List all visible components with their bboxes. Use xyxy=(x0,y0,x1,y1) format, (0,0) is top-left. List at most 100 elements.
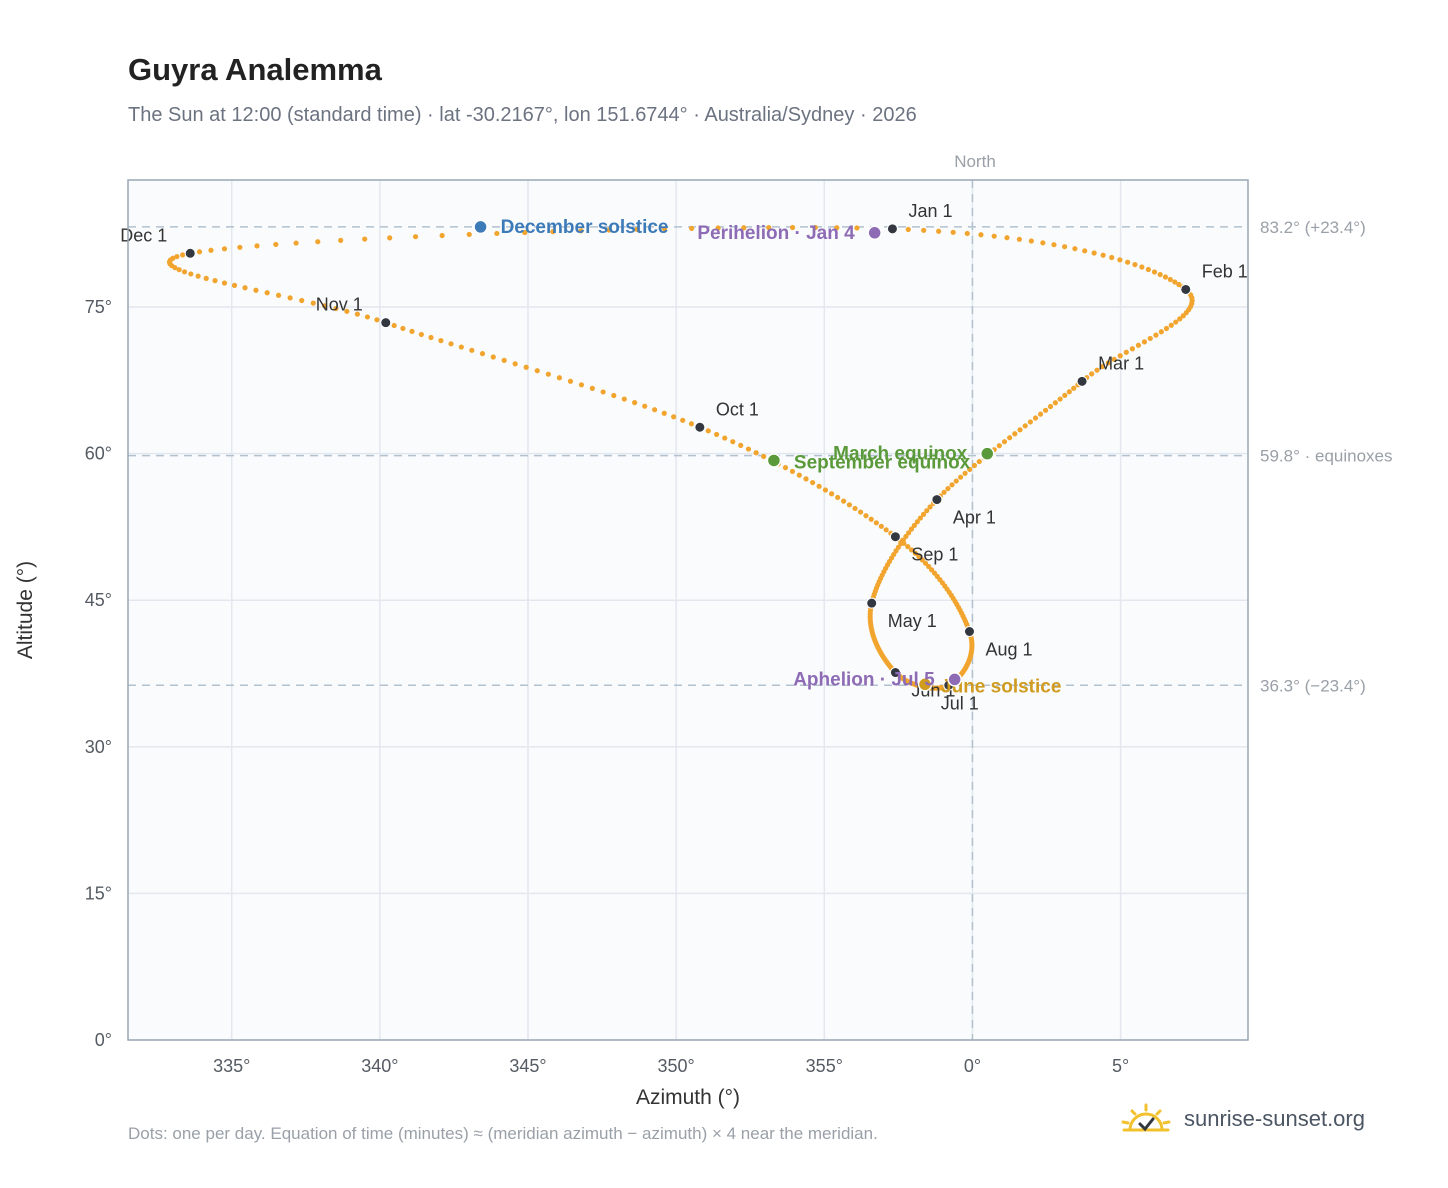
daily-sun-dot xyxy=(962,470,968,476)
x-tick-label: 350° xyxy=(658,1056,695,1076)
daily-sun-dot xyxy=(917,515,923,521)
month-marker xyxy=(694,421,706,433)
daily-sun-dot xyxy=(924,508,930,514)
daily-sun-dot xyxy=(338,237,344,243)
axes: 335° 340° 345° 350° 355° 0° 5° 0° 15° 30° 45° 60° 75… xyxy=(85,297,1129,1076)
daily-sun-dot xyxy=(1099,363,1106,370)
daily-sun-dot xyxy=(1162,274,1169,280)
daily-sun-dot xyxy=(556,375,563,381)
daily-sun-dot xyxy=(428,334,434,341)
daily-sun-dot xyxy=(203,275,209,281)
daily-sun-dot xyxy=(523,364,529,370)
daily-sun-dot xyxy=(174,253,180,260)
event-label: September equinox xyxy=(794,452,971,473)
daily-sun-dot xyxy=(333,305,339,312)
month-marker xyxy=(1076,375,1088,387)
daily-sun-dot xyxy=(661,226,668,232)
daily-sun-dot xyxy=(883,527,889,533)
daily-sun-dot xyxy=(908,547,915,553)
daily-sun-dot xyxy=(611,392,617,399)
daily-sun-dot xyxy=(293,240,299,246)
daily-sun-dot xyxy=(829,491,835,497)
month-label: Aug 1 xyxy=(985,640,1032,660)
month-marker xyxy=(886,223,898,235)
x-tick-label: 5° xyxy=(1112,1056,1129,1076)
daily-sun-dot xyxy=(688,421,695,427)
daily-sun-dot xyxy=(991,233,997,239)
daily-sun-dot xyxy=(926,563,932,570)
x-tick-label: 0° xyxy=(964,1056,981,1076)
x-axis-label: Azimuth (°) xyxy=(636,1086,740,1109)
daily-sun-dot xyxy=(903,533,909,540)
daily-sun-dot xyxy=(264,290,270,296)
daily-sun-dot xyxy=(1037,411,1044,417)
daily-sun-dot xyxy=(387,235,393,241)
daily-sun-dot xyxy=(1177,316,1183,322)
daily-sun-dot xyxy=(512,361,518,367)
brand[interactable]: sunrise-sunset.org xyxy=(1120,1102,1365,1136)
daily-sun-dot xyxy=(741,225,747,231)
month-marker xyxy=(889,667,901,679)
y-tick-label: 30° xyxy=(85,737,112,757)
daily-sun-dot xyxy=(310,300,316,306)
daily-sun-dot xyxy=(1012,431,1018,437)
daily-sun-dot xyxy=(196,249,203,255)
daily-sun-dot xyxy=(914,519,920,525)
daily-sun-dot xyxy=(1167,276,1173,283)
x-tick-label: 340° xyxy=(361,1056,398,1076)
daily-sun-dot xyxy=(822,487,829,493)
brand-text[interactable]: sunrise-sunset.org xyxy=(1184,1106,1365,1131)
daily-sun-dot xyxy=(299,297,305,304)
daily-sun-dot xyxy=(1176,281,1182,288)
daily-sun-dot xyxy=(254,243,260,249)
daily-sun-dot xyxy=(967,466,973,473)
daily-sun-dot xyxy=(1153,332,1159,338)
daily-sun-dot xyxy=(905,544,911,550)
month-marker xyxy=(931,494,943,506)
daily-sun-dot xyxy=(816,483,822,489)
daily-sun-dot xyxy=(1042,407,1049,413)
daily-sun-dot xyxy=(374,317,380,323)
y-tick-label: 60° xyxy=(85,444,112,464)
daily-sun-dot xyxy=(458,344,464,350)
daily-sun-dot xyxy=(1109,254,1115,261)
daily-sun-dot xyxy=(1062,244,1068,250)
daily-sun-dot xyxy=(873,520,879,526)
daily-sun-dot xyxy=(834,225,840,231)
daily-sun-dot xyxy=(761,453,767,460)
daily-sun-dot xyxy=(1132,261,1138,268)
daily-sun-dot xyxy=(1163,325,1170,332)
month-marker xyxy=(963,626,975,637)
daily-sun-dot xyxy=(275,292,282,298)
daily-sun-dot xyxy=(438,338,444,344)
daily-sun-dot xyxy=(1071,385,1077,391)
daily-sun-dot xyxy=(212,278,218,284)
daily-sun-dot xyxy=(180,252,186,258)
daily-sun-dot xyxy=(835,494,841,501)
daily-sun-dot xyxy=(391,322,397,329)
daily-sun-dot xyxy=(738,442,744,448)
daily-sun-dot xyxy=(908,526,915,532)
daily-sun-dot xyxy=(857,509,864,515)
plot-area xyxy=(128,180,1248,1040)
daily-sun-dot xyxy=(1125,259,1131,265)
daily-sun-dot xyxy=(550,229,556,235)
daily-sun-dot xyxy=(927,504,933,510)
daily-sun-dot xyxy=(1141,339,1148,345)
daily-sun-dot xyxy=(810,479,816,486)
daily-sun-dot xyxy=(273,241,279,248)
event-marker xyxy=(917,677,933,692)
daily-sun-dot xyxy=(1180,313,1186,319)
daily-sun-dot xyxy=(841,498,847,504)
event-marker xyxy=(947,672,962,687)
daily-sun-dot xyxy=(362,236,368,242)
daily-sun-dot xyxy=(1047,403,1054,410)
north-label: North xyxy=(954,152,996,171)
daily-sun-dot xyxy=(1016,236,1022,242)
daily-sun-dot xyxy=(1066,389,1072,395)
daily-sun-dot xyxy=(957,474,964,480)
daily-sun-dot xyxy=(1017,427,1023,433)
daily-sun-dot xyxy=(409,328,415,334)
y-axis-label: Altitude (°) xyxy=(14,561,37,659)
